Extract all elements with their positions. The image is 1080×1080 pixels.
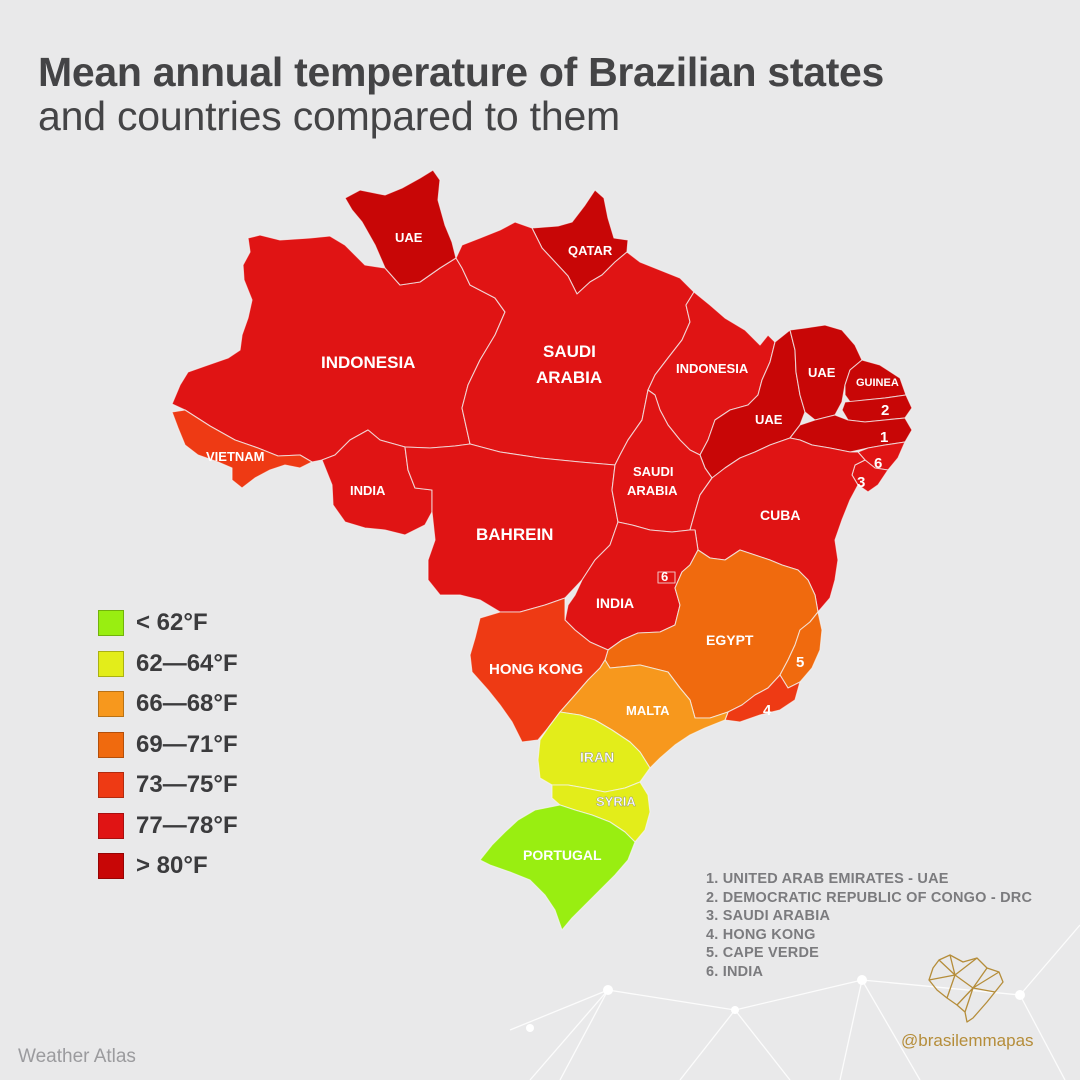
label-tocantins-line1: SAUDI xyxy=(633,464,673,479)
footnote-item: 2. DEMOCRATIC REPUBLIC OF CONGO - DRC xyxy=(706,889,1033,906)
legend-label: > 80°F xyxy=(136,852,208,880)
legend-label: 66—68°F xyxy=(136,690,238,718)
label-santa-catarina: SYRIA xyxy=(596,794,636,809)
state-distrito-federal[interactable] xyxy=(657,571,676,584)
legend-swatch xyxy=(98,772,124,799)
label-distrito-federal: 6 xyxy=(661,569,668,584)
social-handle: @brasilemmapas xyxy=(901,1031,1034,1050)
legend-item: > 80°F xyxy=(98,846,238,887)
title-block: Mean annual temperature of Brazilian sta… xyxy=(38,50,884,138)
page-subtitle: and countries compared to them xyxy=(38,93,620,139)
legend-swatch xyxy=(98,731,124,758)
legend-item: < 62°F xyxy=(98,603,238,644)
label-tocantins-line2: ARABIA xyxy=(627,483,678,498)
label-rondonia: INDIA xyxy=(350,483,386,498)
footnote-item: 5. CAPE VERDE xyxy=(706,945,819,961)
label-amazonas: INDONESIA xyxy=(321,353,415,372)
label-parana: IRAN xyxy=(580,749,614,765)
state-roraima[interactable] xyxy=(344,169,457,286)
legend-item: 73—75°F xyxy=(98,765,238,806)
label-acre: VIETNAM xyxy=(206,449,265,464)
brazil-outline-logo-icon xyxy=(928,954,1004,1023)
state-acre[interactable] xyxy=(171,409,313,489)
label-para-line2: ARABIA xyxy=(536,368,602,387)
label-bahia: CUBA xyxy=(760,507,800,523)
label-ceara: UAE xyxy=(808,365,836,380)
legend-swatch xyxy=(98,853,124,880)
label-amapa: QATAR xyxy=(568,243,613,258)
legend-label: 73—75°F xyxy=(136,771,238,799)
footnote-item: 4. HONG KONG xyxy=(706,926,816,943)
legend-label: < 62°F xyxy=(136,609,208,637)
page-title: Mean annual temperature of Brazilian sta… xyxy=(38,49,885,95)
label-goias: INDIA xyxy=(596,595,634,611)
label-minas-gerais: EGYPT xyxy=(706,632,754,648)
legend-item: 66—68°F xyxy=(98,684,238,725)
label-piaui: UAE xyxy=(755,412,783,427)
label-rio-grande-do-norte: GUINEA xyxy=(856,377,899,389)
label-rio-de-janeiro: 4 xyxy=(763,702,772,719)
label-mato-grosso-do-sul: HONG KONG xyxy=(489,661,583,678)
legend-item: 69—71°F xyxy=(98,725,238,766)
label-roraima: UAE xyxy=(395,230,423,245)
legend: < 62°F 62—64°F 66—68°F 69—71°F 73—75°F 7… xyxy=(98,603,238,887)
label-maranhao: INDONESIA xyxy=(676,361,749,376)
label-alagoas: 6 xyxy=(874,455,882,472)
state-rio-de-janeiro[interactable] xyxy=(724,674,801,723)
state-amazonas[interactable] xyxy=(171,234,506,463)
state-ceara[interactable] xyxy=(789,324,863,421)
label-mato-grosso: BAHREIN xyxy=(476,525,553,544)
legend-label: 62—64°F xyxy=(136,649,238,677)
legend-swatch xyxy=(98,812,124,839)
label-para-line1: SAUDI xyxy=(543,342,596,361)
footnote-item: 3. SAUDI ARABIA xyxy=(706,908,831,924)
legend-swatch xyxy=(98,650,124,677)
label-espirito-santo: 5 xyxy=(796,654,804,671)
label-sao-paulo: MALTA xyxy=(626,703,670,718)
label-paraiba: 2 xyxy=(881,402,889,419)
label-rio-grande-do-sul: PORTUGAL xyxy=(523,847,602,863)
footnote-item: 6. INDIA xyxy=(706,963,764,980)
legend-swatch xyxy=(98,610,124,637)
label-sergipe: 3 xyxy=(857,474,865,491)
footnotes: 1. UNITED ARAB EMIRATES - UAE 2. DEMOCRA… xyxy=(706,870,1032,981)
legend-label: 69—71°F xyxy=(136,730,238,758)
footnote-item: 1. UNITED ARAB EMIRATES - UAE xyxy=(706,871,949,887)
legend-label: 77—78°F xyxy=(136,811,238,839)
label-pernambuco: 1 xyxy=(880,429,888,446)
data-source: Weather Atlas xyxy=(18,1046,136,1067)
legend-item: 77—78°F xyxy=(98,806,238,847)
legend-swatch xyxy=(98,691,124,718)
state-rio-grande-do-sul[interactable] xyxy=(479,804,636,931)
legend-item: 62—64°F xyxy=(98,644,238,685)
